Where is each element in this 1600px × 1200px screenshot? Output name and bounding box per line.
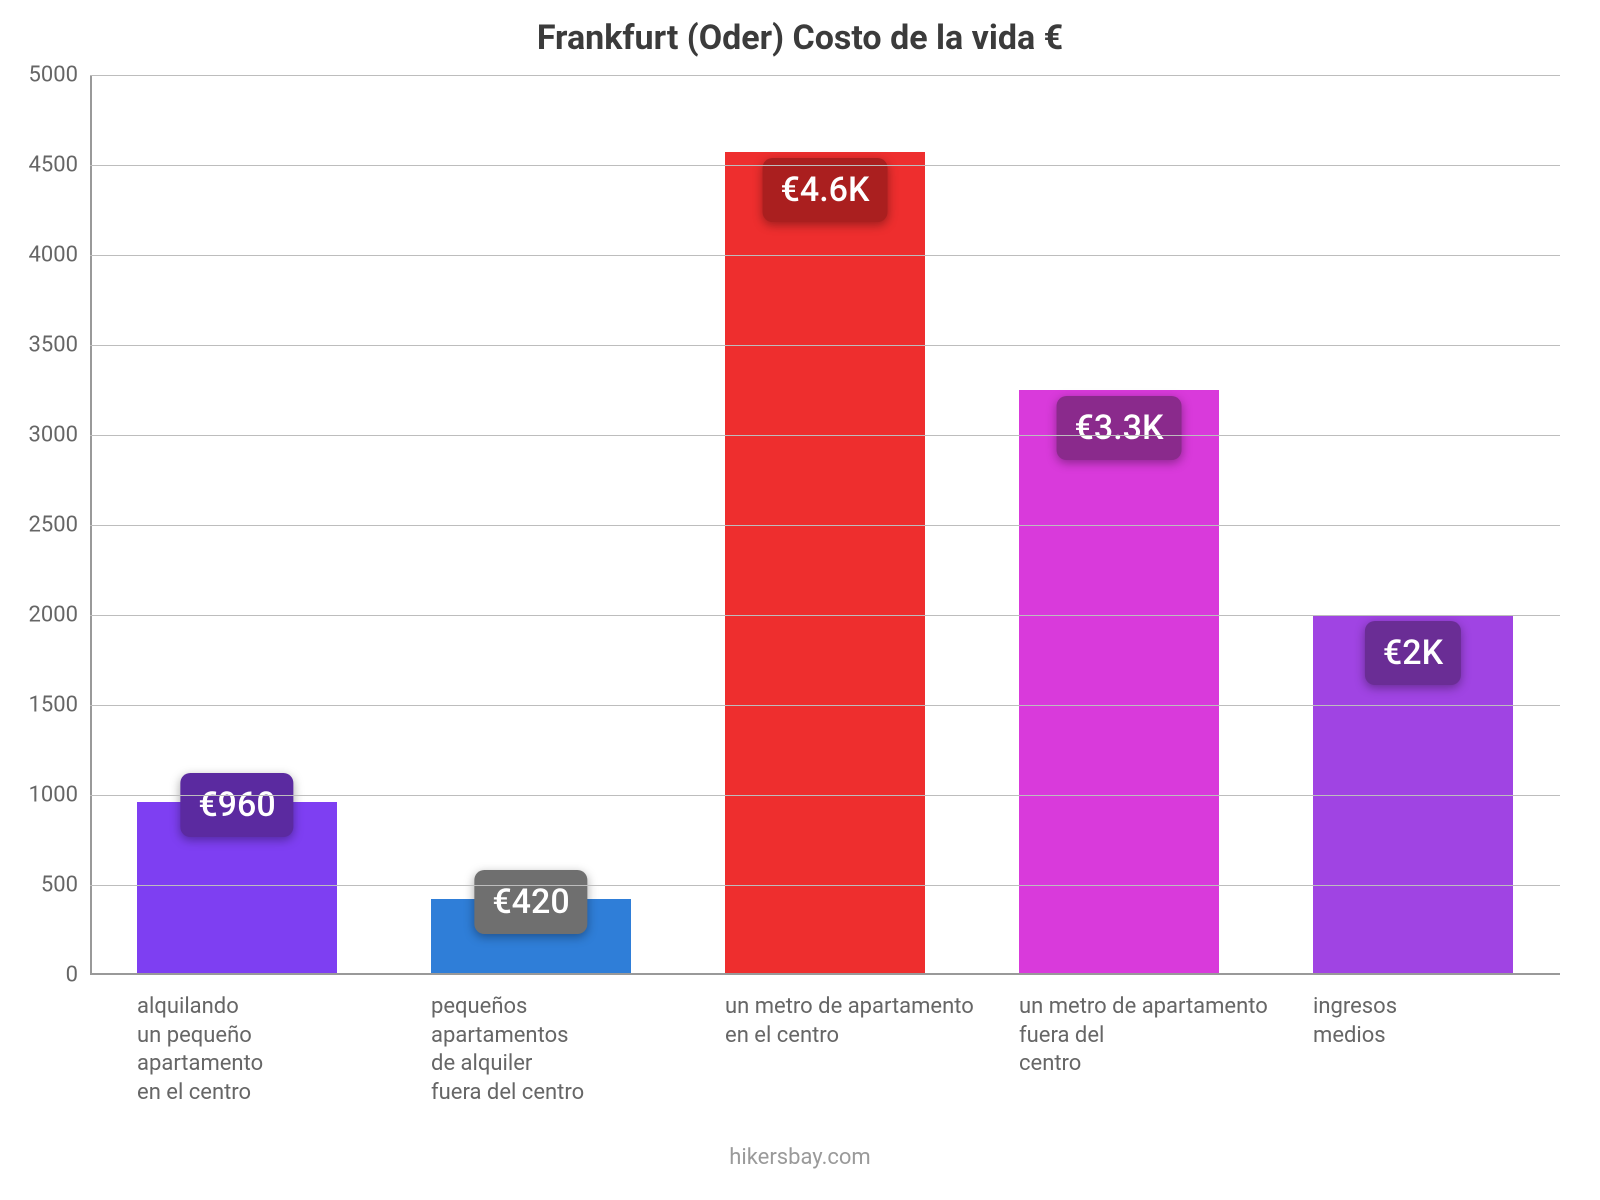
y-tick-label: 2500 xyxy=(29,513,90,538)
x-axis-line xyxy=(90,973,1560,975)
gridline xyxy=(90,705,1560,706)
gridline xyxy=(90,525,1560,526)
gridline xyxy=(90,435,1560,436)
value-badge: €420 xyxy=(474,870,587,934)
gridline xyxy=(90,795,1560,796)
value-badge: €960 xyxy=(180,773,293,837)
y-tick-label: 3500 xyxy=(29,333,90,358)
value-badge: €4.6K xyxy=(763,158,888,222)
y-tick-label: 2000 xyxy=(29,603,90,628)
x-tick-label: alquilandoun pequeñoapartamentoen el cen… xyxy=(137,975,397,1107)
y-tick-label: 4000 xyxy=(29,243,90,268)
y-tick-label: 1000 xyxy=(29,783,90,808)
bar xyxy=(1019,390,1219,975)
plot-area: €960alquilandoun pequeñoapartamentoen el… xyxy=(90,75,1560,975)
y-tick-label: 4500 xyxy=(29,153,90,178)
gridline xyxy=(90,885,1560,886)
value-badge: €2K xyxy=(1365,621,1461,685)
x-tick-label: un metro de apartamentoen el centro xyxy=(725,975,985,1050)
chart-footer: hikersbay.com xyxy=(0,1145,1600,1170)
y-tick-label: 1500 xyxy=(29,693,90,718)
gridline xyxy=(90,75,1560,76)
y-tick-label: 3000 xyxy=(29,423,90,448)
gridline xyxy=(90,165,1560,166)
chart-container: Frankfurt (Oder) Costo de la vida € €960… xyxy=(0,0,1600,1200)
y-tick-label: 0 xyxy=(66,963,90,988)
gridline xyxy=(90,615,1560,616)
bar xyxy=(725,152,925,975)
chart-title: Frankfurt (Oder) Costo de la vida € xyxy=(0,18,1600,58)
value-badge: €3.3K xyxy=(1057,396,1182,460)
x-tick-label: un metro de apartamentofuera delcentro xyxy=(1019,975,1279,1079)
gridline xyxy=(90,255,1560,256)
y-tick-label: 500 xyxy=(41,873,90,898)
x-tick-label: ingresosmedios xyxy=(1313,975,1573,1050)
gridline xyxy=(90,345,1560,346)
y-tick-label: 5000 xyxy=(29,63,90,88)
x-tick-label: pequeñosapartamentosde alquilerfuera del… xyxy=(431,975,691,1107)
